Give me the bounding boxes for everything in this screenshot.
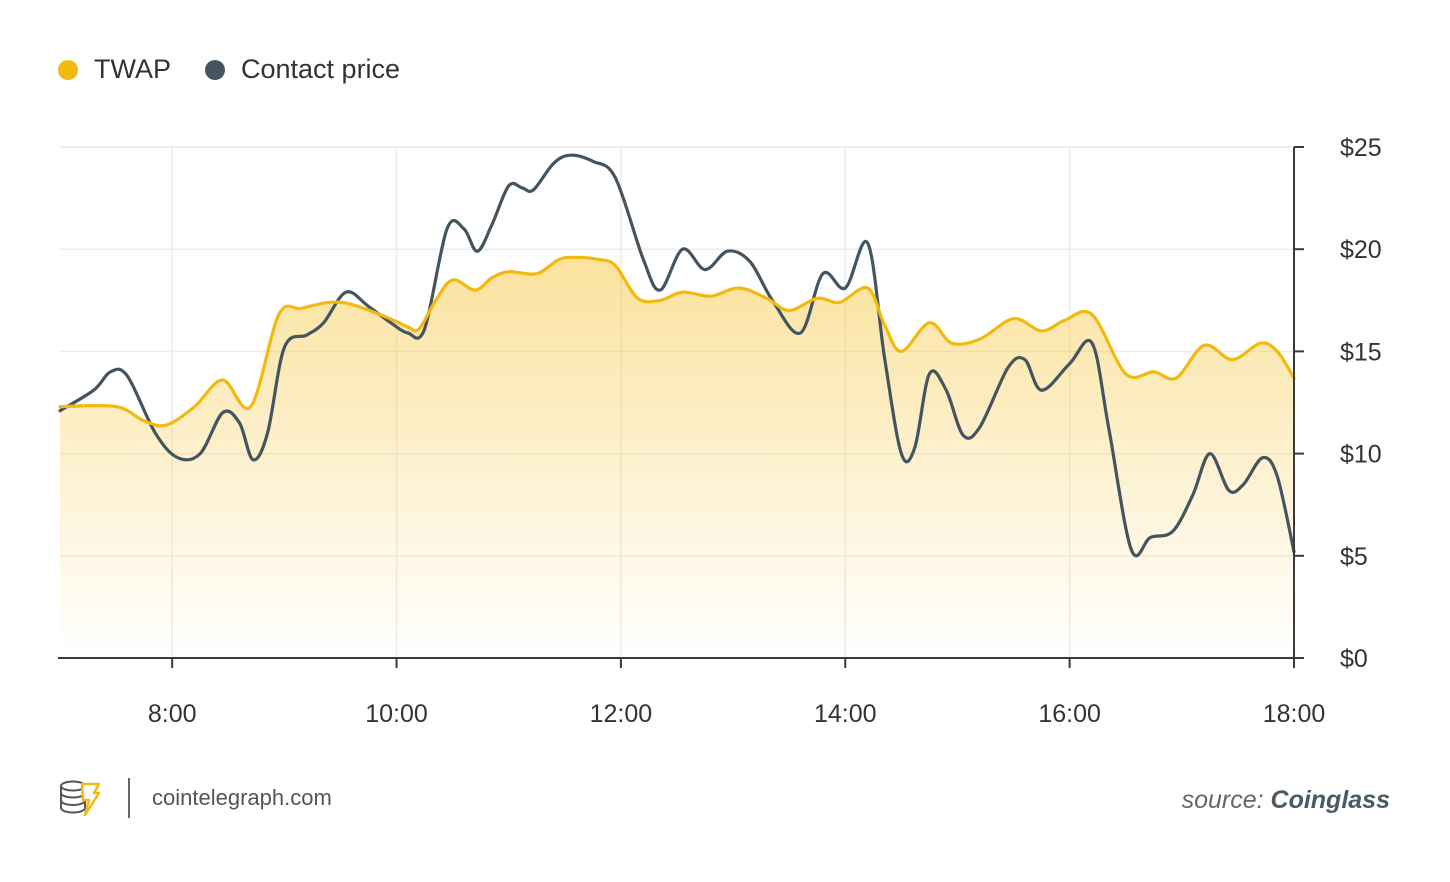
legend-item-contract-price: Contact price	[205, 54, 400, 85]
axes: $0 $5 $10 $15 $20 $25 8:00 10:00 12:00 14:00 16:00…	[58, 134, 1382, 728]
x-tick-label-1: 10:00	[365, 700, 428, 728]
y-tick-label-0: $0	[1340, 645, 1368, 673]
legend-label-twap: TWAP	[94, 54, 171, 84]
y-tick-label-2: $10	[1340, 441, 1382, 469]
series-line-0	[58, 255, 1296, 428]
legend-swatch-twap	[58, 59, 78, 80]
x-tick-label-0: 8:00	[148, 700, 197, 728]
cointelegraph-logo-icon	[60, 780, 101, 817]
legend-label-contract-price: Contact price	[241, 54, 401, 84]
x-tick-label-2: 12:00	[590, 700, 653, 728]
source-name: Coinglass	[1270, 786, 1390, 814]
y-tick-label-5: $25	[1340, 134, 1382, 162]
x-tick-label-4: 16:00	[1038, 700, 1101, 728]
series-line-1	[58, 153, 1296, 558]
source-prefix: source:	[1181, 786, 1264, 814]
x-tick-label-5: 18:00	[1263, 700, 1326, 728]
x-tick-label-3: 14:00	[814, 700, 877, 728]
source-credit: source: Coinglass	[1182, 786, 1390, 815]
brand-url: cointelegraph.com	[152, 785, 332, 810]
brand: cointelegraph.com	[58, 776, 332, 820]
legend-item-twap: TWAP	[58, 54, 171, 85]
footer: cointelegraph.com source: Coinglass	[58, 776, 1390, 826]
y-tick-label-3: $15	[1340, 338, 1382, 366]
line-layer	[58, 153, 1296, 558]
chart-legend: TWAP Contact price	[58, 54, 434, 85]
brand-divider	[128, 778, 130, 818]
series-area-0	[60, 257, 1294, 658]
legend-swatch-contract-price	[205, 59, 225, 80]
y-tick-label-1: $5	[1340, 543, 1368, 571]
area-layer	[60, 257, 1294, 658]
y-tick-label-4: $20	[1340, 236, 1382, 264]
